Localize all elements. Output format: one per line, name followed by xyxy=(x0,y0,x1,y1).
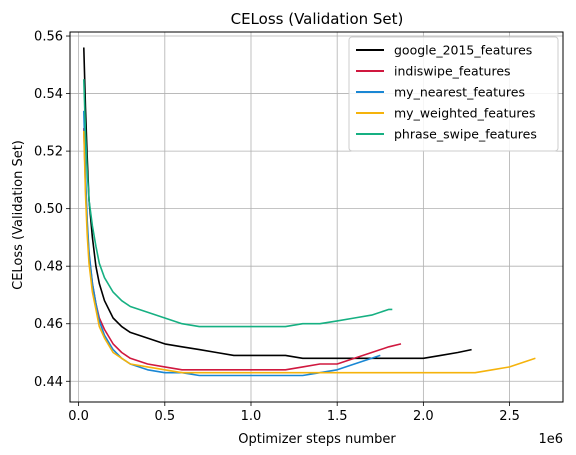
plot-frame xyxy=(69,31,564,403)
y-tick-label: 0.52 xyxy=(34,145,63,160)
series-line-google-2015-features xyxy=(83,47,472,360)
legend-label: my_weighted_features xyxy=(394,106,536,121)
series-line-my-nearest-features xyxy=(83,110,381,377)
x-tick-label: 0.0 xyxy=(68,409,89,424)
x-tick-label: 1.5 xyxy=(327,409,348,424)
x-tick-label: 0.5 xyxy=(154,409,175,424)
x-axis-ticks: 0.0 0.5 1.0 1.5 2.0 2.5 xyxy=(68,402,520,424)
legend-label: my_nearest_features xyxy=(394,85,525,100)
y-tick-label: 0.44 xyxy=(34,375,63,390)
y-tick-label: 0.50 xyxy=(34,202,63,217)
y-tick-label: 0.48 xyxy=(34,260,63,275)
x-axis-title: Optimizer steps number xyxy=(238,432,396,447)
legend-label: phrase_swipe_features xyxy=(394,127,537,142)
y-axis-ticks: 0.44 0.46 0.48 0.50 0.52 0.54 0.56 xyxy=(34,30,70,390)
y-axis-title: CELoss (Validation Set) xyxy=(11,140,26,290)
x-tick-label: 2.0 xyxy=(413,409,434,424)
legend-label: indiswipe_features xyxy=(394,64,511,79)
legend-label: google_2015_features xyxy=(394,43,532,58)
y-tick-label: 0.46 xyxy=(34,317,63,332)
legend: google_2015_features indiswipe_featuresmy… xyxy=(348,36,559,152)
legend-box xyxy=(348,36,559,152)
chart-title: CELoss (Validation Set) xyxy=(231,10,404,28)
series-line-my-weighted-features xyxy=(83,130,536,374)
y-tick-label: 0.54 xyxy=(34,87,63,102)
series-lines xyxy=(83,47,536,377)
series-line-phrase-swipe-features xyxy=(83,79,393,328)
y-tick-label: 0.56 xyxy=(34,30,63,45)
x-axis-offset-label: 1e6 xyxy=(538,432,563,447)
x-tick-label: 1.0 xyxy=(241,409,262,424)
x-tick-label: 2.5 xyxy=(499,409,520,424)
